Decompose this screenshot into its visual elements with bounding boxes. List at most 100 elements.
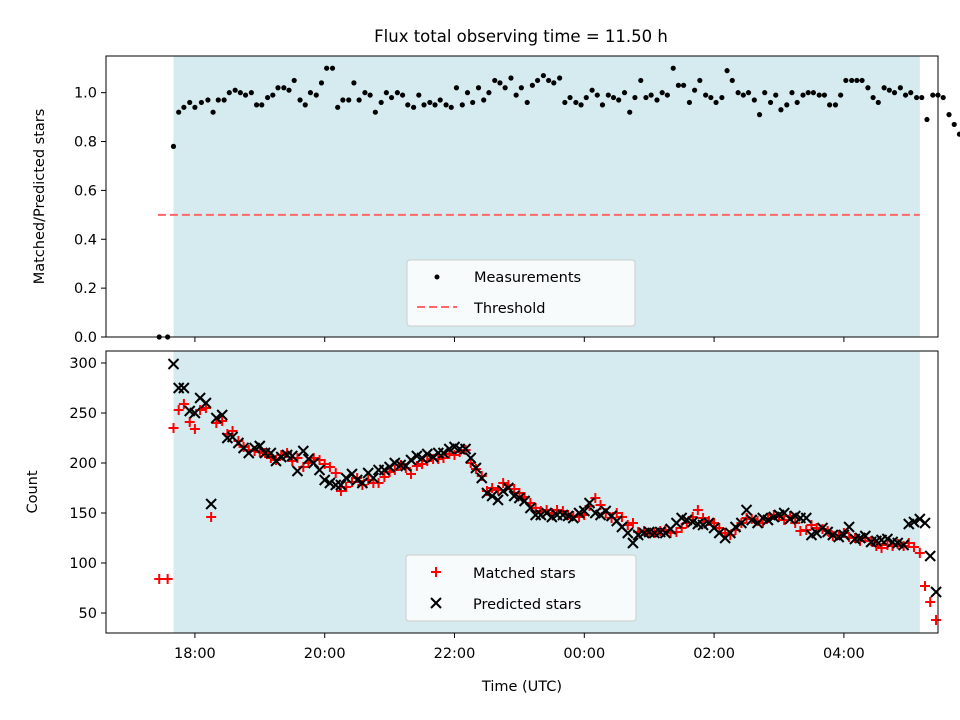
measurement-point <box>205 97 211 103</box>
measurement-point <box>437 97 443 103</box>
measurement-point <box>242 92 249 98</box>
measurement-point <box>573 99 579 106</box>
y-tick-label: 200 <box>69 456 97 472</box>
measurement-point <box>643 94 649 101</box>
measurement-point <box>659 90 665 96</box>
x-stroke <box>729 521 742 533</box>
measurement-point <box>891 90 898 96</box>
measurement-point <box>875 99 881 106</box>
predicted-star-point <box>838 529 850 541</box>
matched-star-point <box>206 512 217 522</box>
x-stroke <box>356 477 369 489</box>
x-stroke <box>578 505 591 517</box>
measurement-point <box>170 143 177 150</box>
matched-star-point <box>287 456 298 466</box>
x-stroke <box>740 504 753 516</box>
predicted-star-point <box>330 479 342 491</box>
x-stroke <box>562 510 574 522</box>
matched-star-point <box>449 450 460 460</box>
measurement-point <box>497 80 503 86</box>
measurement-point <box>340 97 346 103</box>
measurement-point <box>578 102 584 108</box>
x-stroke <box>226 431 239 443</box>
predicted-star-point <box>800 512 812 524</box>
measurement-point <box>562 99 568 106</box>
predicted-star-point <box>843 521 855 533</box>
x-stroke <box>324 477 336 489</box>
measurement-point <box>524 99 530 106</box>
x-stroke <box>757 512 769 524</box>
measurement-point <box>713 99 719 106</box>
measurement-point <box>838 92 844 98</box>
legend-box <box>406 259 636 327</box>
predicted-star-point <box>340 472 352 484</box>
x-stroke <box>778 507 790 519</box>
predicted-star-point <box>622 527 634 539</box>
x-stroke <box>194 392 206 404</box>
measurement-point <box>335 104 341 110</box>
predicted-star-point <box>583 497 596 509</box>
x-stroke <box>210 412 223 424</box>
measurement-point <box>719 94 725 101</box>
y-tick-label: 0.6 <box>74 183 97 199</box>
predicted-star-point <box>924 550 936 562</box>
ratio-y-axis-label: Matched/Predicted stars <box>32 109 48 285</box>
measurement-point <box>930 92 936 98</box>
predicted-star-point <box>254 440 266 452</box>
matched-star-point <box>590 493 601 503</box>
measurement-point <box>486 90 492 96</box>
y-tick-label: 150 <box>69 506 97 522</box>
x-stroke <box>881 533 894 545</box>
x-stroke <box>686 516 699 528</box>
x-stroke <box>681 514 693 526</box>
y-tick-label: 250 <box>69 406 97 422</box>
measurement-point <box>881 85 887 91</box>
x-stroke <box>216 409 228 421</box>
measurement-point <box>313 92 319 98</box>
x-stroke <box>762 514 774 526</box>
matched-star-point <box>162 574 173 584</box>
measurement-point <box>286 87 292 93</box>
x-stroke <box>481 487 493 499</box>
matched-star-point <box>438 453 449 463</box>
x-stroke <box>930 586 942 598</box>
matched-star-point <box>178 399 189 409</box>
x-tick-label: 00:00 <box>563 646 605 662</box>
predicted-star-point <box>502 482 515 494</box>
x-stroke <box>281 449 293 461</box>
measurement-point <box>638 77 644 84</box>
measurement-point <box>692 87 698 93</box>
measurement-point <box>616 97 622 103</box>
measurement-point <box>594 92 600 98</box>
measurement-point <box>675 82 682 88</box>
measurement-point <box>816 92 822 98</box>
matched-star-point <box>925 597 936 607</box>
x-stroke <box>497 485 509 497</box>
measurement-point <box>534 77 541 84</box>
x-stroke <box>265 447 277 459</box>
legend-threshold-label: Threshold <box>473 301 545 317</box>
measurement-point <box>843 77 849 84</box>
measurement-point <box>297 97 303 103</box>
predicted-star-point <box>729 521 742 533</box>
measurement-point <box>703 92 709 98</box>
measurement-point <box>324 65 330 71</box>
x-stroke <box>389 457 401 469</box>
measurement-point <box>897 85 903 91</box>
count-panel: 50 100 150 200 250 300 18:00 20:00 22:00 00:00 02… <box>25 350 942 695</box>
x-stroke <box>184 405 196 417</box>
x-stroke <box>237 442 250 454</box>
measurement-point <box>508 75 514 81</box>
x-stroke <box>421 448 433 460</box>
x-stroke <box>430 597 442 609</box>
predicted-star-point <box>497 485 509 497</box>
legend-predicted-marker <box>430 597 442 609</box>
predicted-star-point <box>189 407 201 419</box>
x-stroke <box>589 507 602 519</box>
measurement-point <box>302 102 308 108</box>
x-stroke <box>476 472 488 484</box>
x-stroke <box>411 450 423 462</box>
measurement-point <box>210 109 216 115</box>
legend-box <box>405 554 637 622</box>
measurement-point <box>946 112 952 118</box>
